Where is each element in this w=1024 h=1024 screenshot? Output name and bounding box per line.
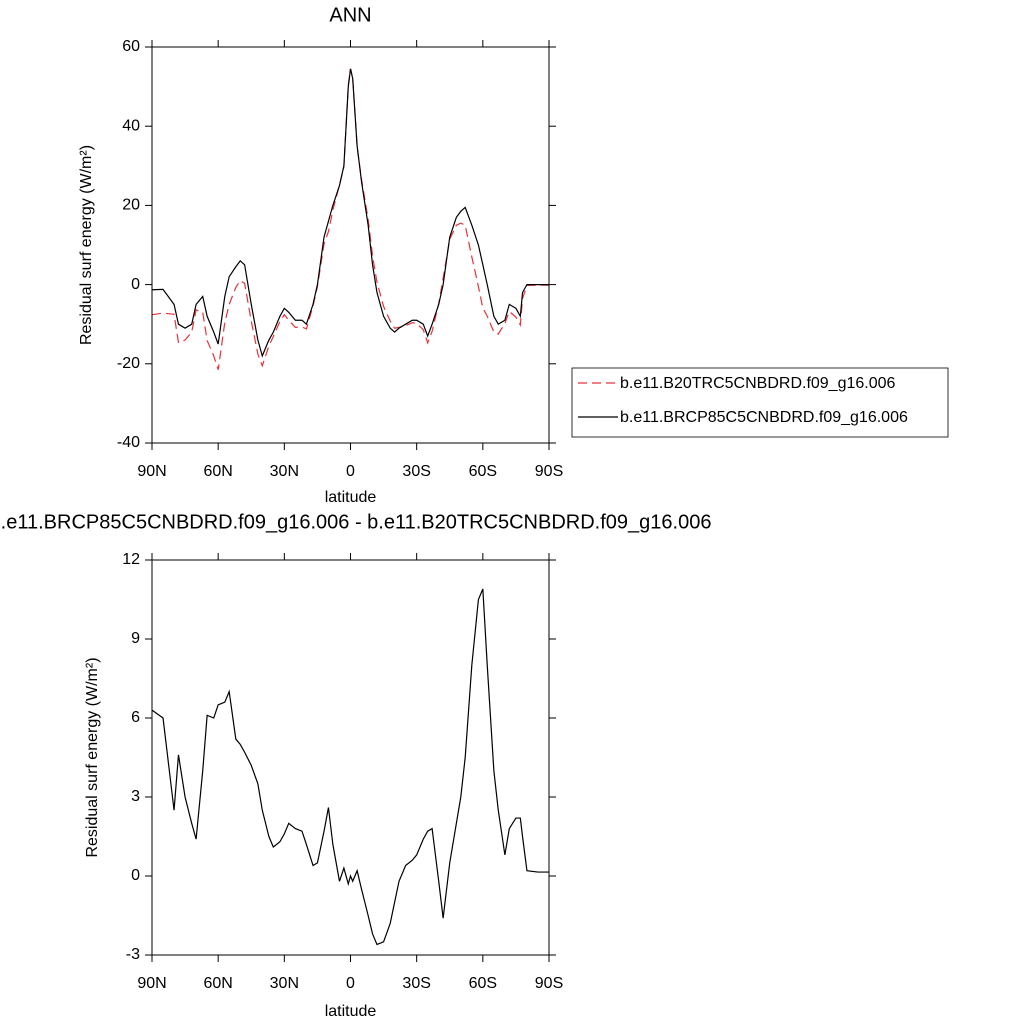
x-tick-label: 30S [402,463,430,480]
y-axis-label: Residual surf energy (W/m²) [84,657,101,857]
legend-label: b.e11.B20TRC5CNBDRD.f09_g16.006 [620,375,896,392]
line-series [151,588,549,946]
x-axis-label: latitude [325,489,377,506]
x-tick-label: 60S [469,975,497,992]
x-tick-label: 60S [469,463,497,480]
y-tick-label: 0 [131,276,140,293]
x-tick-label: 30N [270,463,299,480]
y-tick-label: -3 [126,946,140,963]
y-tick-label: 40 [122,117,140,134]
y-tick-label: 0 [131,867,140,884]
y-tick-label: 6 [131,709,140,726]
x-tick-label: 90N [137,463,166,480]
y-tick-label: 3 [131,788,140,805]
y-tick-label: 20 [122,197,140,214]
x-tick-label: 90S [535,975,563,992]
x-tick-label: 30N [270,975,299,992]
y-tick-label: -40 [117,434,140,451]
y-tick-label: 60 [122,38,140,55]
plot-frame [151,46,550,444]
x-tick-label: 60N [203,463,232,480]
legend-label: b.e11.BRCP85C5CNBDRD.f09_g16.006 [620,409,908,426]
line-series [151,68,549,370]
y-axis-label: Residual surf energy (W/m²) [78,145,95,345]
plot-frame [151,559,550,956]
x-tick-label: 0 [346,975,355,992]
y-tick-label: 9 [131,630,140,647]
x-axis-label: latitude [325,1003,377,1020]
chart-title: b.e11.BRCP85C5CNBDRD.f09_g16.006 - b.e11… [0,511,711,533]
y-tick-label: -20 [117,355,140,372]
line-series [151,68,549,358]
y-tick-label: 12 [122,551,140,568]
legend-box [571,367,949,438]
x-tick-label: 30S [402,975,430,992]
x-tick-label: 60N [203,975,232,992]
chart-title: ANN [329,4,371,26]
x-tick-label: 90S [535,463,563,480]
x-tick-label: 0 [346,463,355,480]
x-tick-label: 90N [137,975,166,992]
